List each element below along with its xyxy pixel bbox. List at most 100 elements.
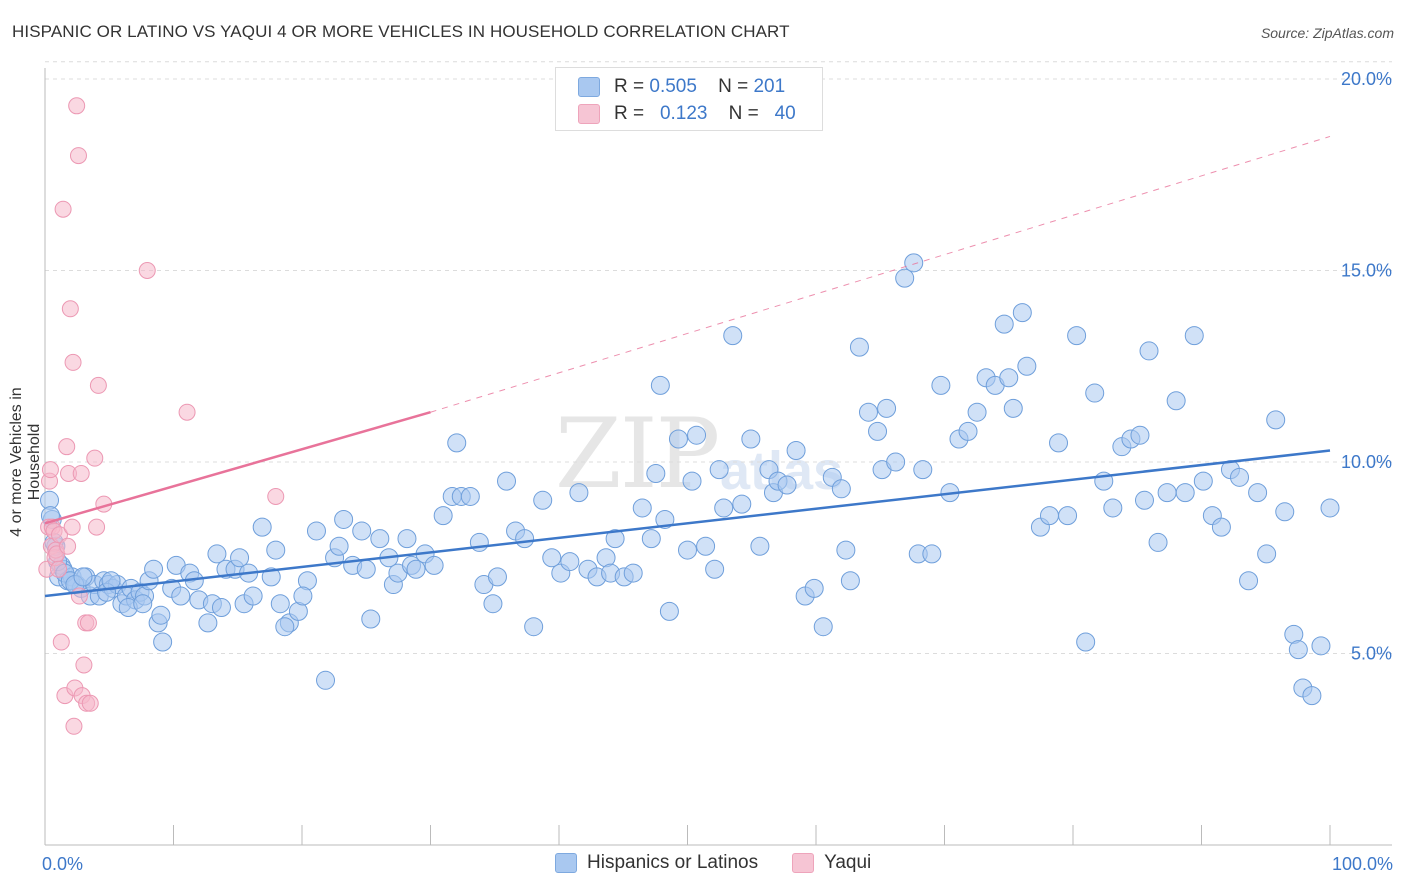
data-point-hispanic — [1039, 506, 1059, 526]
data-point-hispanic — [569, 483, 589, 503]
legend-n-label: N = — [718, 76, 749, 97]
data-point-hispanic — [1130, 425, 1150, 445]
series-legend: Hispanics or Latinos Yaqui — [555, 852, 905, 874]
data-point-hispanic — [306, 521, 326, 541]
trend-line-hispanic — [44, 449, 1331, 598]
correlation-legend: R = 0.505 N = 201 R = 0.123 N = 40 — [555, 67, 823, 131]
x-tick-label: 100.0% — [1332, 854, 1393, 874]
data-point-hispanic — [1184, 326, 1204, 346]
data-point-hispanic — [714, 498, 734, 518]
legend-n-value: 201 — [753, 76, 786, 97]
data-point-hispanic — [682, 471, 702, 491]
data-point-yaqui — [138, 262, 156, 279]
data-point-hispanic — [895, 268, 915, 288]
data-point-hispanic — [641, 529, 661, 549]
data-point-hispanic — [1193, 471, 1213, 491]
data-point-hispanic — [904, 253, 924, 273]
legend-r-label: R = — [614, 76, 645, 97]
data-point-hispanic — [1275, 502, 1295, 522]
data-point-hispanic — [275, 617, 295, 637]
legend-swatch-yaqui — [792, 853, 815, 873]
data-point-yaqui — [79, 614, 97, 632]
data-point-hispanic — [356, 559, 376, 579]
data-point-hispanic — [266, 540, 286, 560]
data-point-hispanic — [886, 452, 906, 472]
data-point-hispanic — [623, 563, 643, 583]
data-point-hispanic — [958, 421, 978, 441]
data-point-hispanic — [804, 578, 824, 598]
x-tick-label: 0.0% — [42, 854, 83, 874]
legend-item-yaqui: Yaqui — [792, 852, 871, 874]
data-point-hispanic — [1211, 517, 1231, 537]
data-point-hispanic — [243, 586, 263, 606]
data-point-hispanic — [741, 429, 761, 449]
data-point-hispanic — [1076, 632, 1096, 652]
data-point-hispanic — [524, 617, 544, 637]
data-point-hispanic — [460, 486, 480, 506]
data-point-yaqui — [86, 449, 104, 467]
data-point-hispanic — [840, 571, 860, 591]
data-point-hispanic — [487, 567, 507, 587]
data-point-hispanic — [655, 509, 675, 529]
data-point-hispanic — [723, 326, 743, 346]
data-point-hispanic — [831, 479, 851, 499]
data-point-hispanic — [687, 425, 707, 445]
data-point-hispanic — [406, 559, 426, 579]
data-point-hispanic — [153, 632, 173, 652]
data-point-hispanic — [497, 471, 517, 491]
trend-line-yaqui — [430, 135, 1331, 413]
legend-n-value: 40 — [774, 103, 796, 124]
data-point-hispanic — [705, 559, 725, 579]
data-point-hispanic — [1058, 506, 1078, 526]
data-point-hispanic — [967, 402, 987, 422]
data-point-hispanic — [433, 506, 453, 526]
data-point-hispanic — [877, 398, 897, 418]
data-point-hispanic — [230, 548, 250, 568]
data-point-yaqui — [68, 97, 86, 115]
y-tick-label: 10.0% — [1341, 452, 1392, 472]
data-point-yaqui — [41, 461, 59, 479]
data-point-hispanic — [261, 567, 281, 587]
data-point-hispanic — [786, 441, 806, 461]
data-point-hispanic — [515, 529, 535, 549]
legend-swatch-hispanic — [555, 853, 577, 873]
legend-label-yaqui: Yaqui — [824, 852, 872, 873]
data-point-hispanic — [370, 529, 390, 549]
data-point-hispanic — [1230, 467, 1250, 487]
data-point-hispanic — [1248, 483, 1268, 503]
data-point-yaqui — [81, 694, 99, 712]
chart-title: HISPANIC OR LATINO VS YAQUI 4 OR MORE VE… — [12, 22, 790, 41]
data-point-hispanic — [1166, 391, 1186, 411]
legend-r-value: 0.505 — [649, 76, 697, 97]
y-tick-label: 20.0% — [1341, 69, 1392, 89]
data-point-yaqui — [50, 526, 68, 544]
data-point-yaqui — [59, 537, 77, 555]
data-point-hispanic — [293, 586, 313, 606]
data-point-hispanic — [1311, 636, 1331, 656]
data-point-hispanic — [1103, 498, 1123, 518]
data-point-hispanic — [1134, 490, 1154, 510]
legend-swatch-yaqui — [578, 104, 600, 124]
data-point-hispanic — [696, 536, 716, 556]
data-point-hispanic — [198, 613, 218, 633]
data-point-hispanic — [1012, 303, 1032, 323]
legend-r-value: 0.123 — [659, 103, 708, 124]
data-point-yaqui — [63, 518, 81, 536]
data-point-hispanic — [560, 552, 580, 572]
data-point-hispanic — [144, 559, 164, 579]
data-point-hispanic — [447, 433, 467, 453]
data-point-hispanic — [207, 544, 227, 564]
data-point-hispanic — [678, 540, 697, 560]
data-point-hispanic — [1017, 356, 1037, 376]
legend-swatch-hispanic — [578, 77, 600, 97]
data-point-hispanic — [1067, 326, 1087, 346]
data-point-hispanic — [836, 540, 856, 560]
data-point-hispanic — [542, 548, 562, 568]
data-point-hispanic — [211, 598, 231, 618]
data-point-hispanic — [777, 475, 797, 495]
data-point-hispanic — [813, 617, 833, 637]
data-point-hispanic — [999, 368, 1019, 388]
source-label: Source: ZipAtlas.com — [1260, 25, 1394, 41]
data-point-hispanic — [659, 601, 679, 621]
data-point-hispanic — [252, 517, 272, 537]
